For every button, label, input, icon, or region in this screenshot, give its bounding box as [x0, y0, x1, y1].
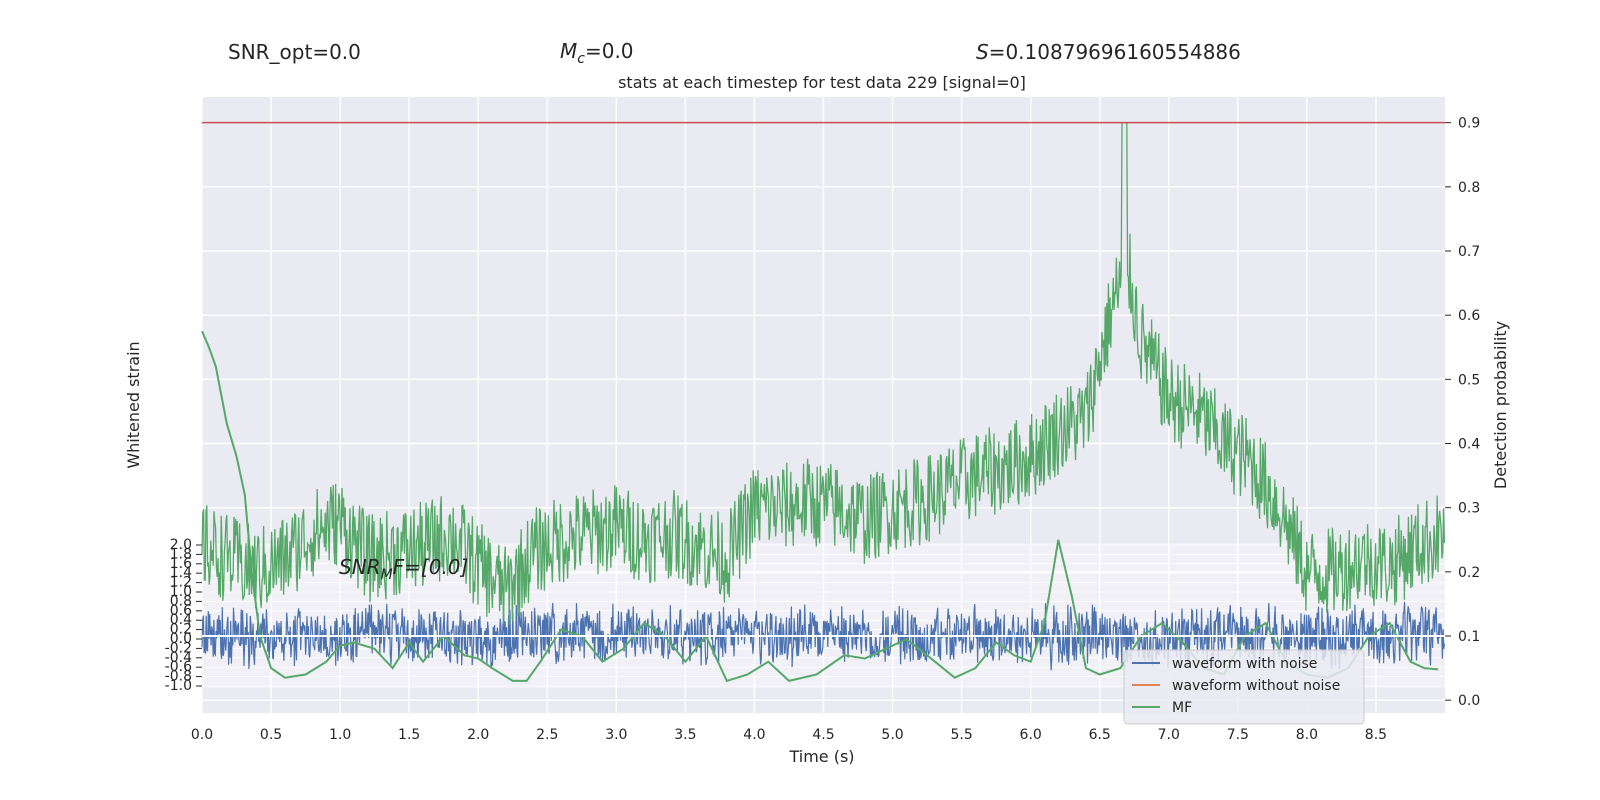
right-tick-label: 0.8 [1458, 180, 1480, 196]
x-tick-label: 2.5 [536, 727, 558, 743]
x-tick-label: 1.0 [329, 727, 351, 743]
left-tick-label: 1.4 [170, 565, 192, 581]
left-tick-label: 1.2 [170, 575, 192, 591]
detection-probability-line [201, 122, 1446, 625]
legend-label-clean: waveform without noise [1172, 678, 1340, 694]
left-tick-label: 0.2 [170, 622, 192, 638]
right-tick-label: 0.1 [1458, 629, 1480, 645]
x-axis-label: Time (s) [788, 747, 854, 766]
series-detection-probability [201, 122, 1446, 625]
x-tick-label: 7.5 [1227, 727, 1249, 743]
right-tick-label: 0.4 [1458, 437, 1480, 453]
legend-label-mf: MF [1172, 700, 1192, 716]
right-tick-label: 0.7 [1458, 244, 1480, 260]
x-tick-label: 2.0 [467, 727, 489, 743]
x-tick-label: 0.5 [260, 727, 282, 743]
x-tick-label: 8.5 [1365, 727, 1387, 743]
grid-lines [201, 97, 1445, 713]
x-tick-label: 7.0 [1158, 727, 1180, 743]
left-tick-label: 0.8 [170, 593, 192, 609]
left-axis-ticks: 2.01.81.61.41.21.00.80.60.40.20.0-0.2-0.… [165, 537, 202, 694]
waveform-noise-line [201, 601, 1446, 671]
x-tick-label: 5.5 [950, 727, 972, 743]
legend-label-noise: waveform with noise [1172, 656, 1317, 672]
x-tick-label: 1.5 [398, 727, 420, 743]
x-tick-label: 3.5 [674, 727, 696, 743]
left-tick-label: -0.4 [165, 650, 192, 666]
left-tick-label: 0.0 [170, 631, 192, 647]
x-tick-label: 4.5 [812, 727, 834, 743]
chirp-mass-label: Mc=0.0 [560, 39, 634, 67]
x-tick-label: 0.0 [191, 727, 213, 743]
x-tick-label: 8.0 [1296, 727, 1318, 743]
x-axis-ticks: 0.0 0.5 1.0 1.5 2.0 2.5 3.0 3.5 4.0 4.5 5.0 5.5 6.0 6… [191, 727, 1387, 743]
x-tick-label: 5.0 [881, 727, 903, 743]
chart-title: stats at each timestep for test data 229… [618, 73, 1026, 92]
left-tick-label: 0.4 [170, 612, 192, 628]
legend-box [1123, 649, 1365, 725]
left-tick-label: 1.0 [170, 584, 192, 600]
left-tick-label: -0.2 [165, 640, 192, 656]
right-tick-label: 0.3 [1458, 501, 1480, 517]
left-axis-label: Whitened strain [124, 341, 143, 468]
right-tick-label: 0.2 [1458, 565, 1480, 581]
snr-mf-annotation: SNRMF=[0.0] [339, 555, 468, 583]
legend: waveform with noise waveform without noi… [1123, 649, 1365, 725]
right-tick-label: 0.5 [1458, 372, 1480, 388]
x-tick-label: 4.0 [743, 727, 765, 743]
left-tick-label: 1.8 [170, 546, 192, 562]
left-tick-label: -1.0 [165, 678, 192, 694]
right-axis-ticks: 0.0 0.1 0.2 0.3 0.4 0.5 0.6 0.7 0.8 0.9 [1445, 116, 1480, 709]
right-tick-label: 0.0 [1458, 693, 1480, 709]
left-tick-label: -0.6 [165, 659, 192, 675]
right-axis-label: Detection probability [1491, 321, 1510, 489]
snr-opt-label: SNR_opt=0.0 [228, 40, 361, 64]
right-tick-label: 0.9 [1458, 116, 1480, 132]
right-tick-label: 0.6 [1458, 308, 1480, 324]
x-tick-label: 6.0 [1020, 727, 1042, 743]
s-stat-label: S=0.10879696160554886 [976, 40, 1241, 64]
left-tick-label: 1.6 [170, 556, 192, 572]
x-tick-label: 6.5 [1089, 727, 1111, 743]
left-tick-label: 2.0 [170, 537, 192, 553]
series-waveform-with-noise [201, 601, 1446, 671]
x-tick-label: 3.0 [605, 727, 627, 743]
left-tick-label: -0.8 [165, 669, 192, 685]
left-tick-label: 0.6 [170, 603, 192, 619]
